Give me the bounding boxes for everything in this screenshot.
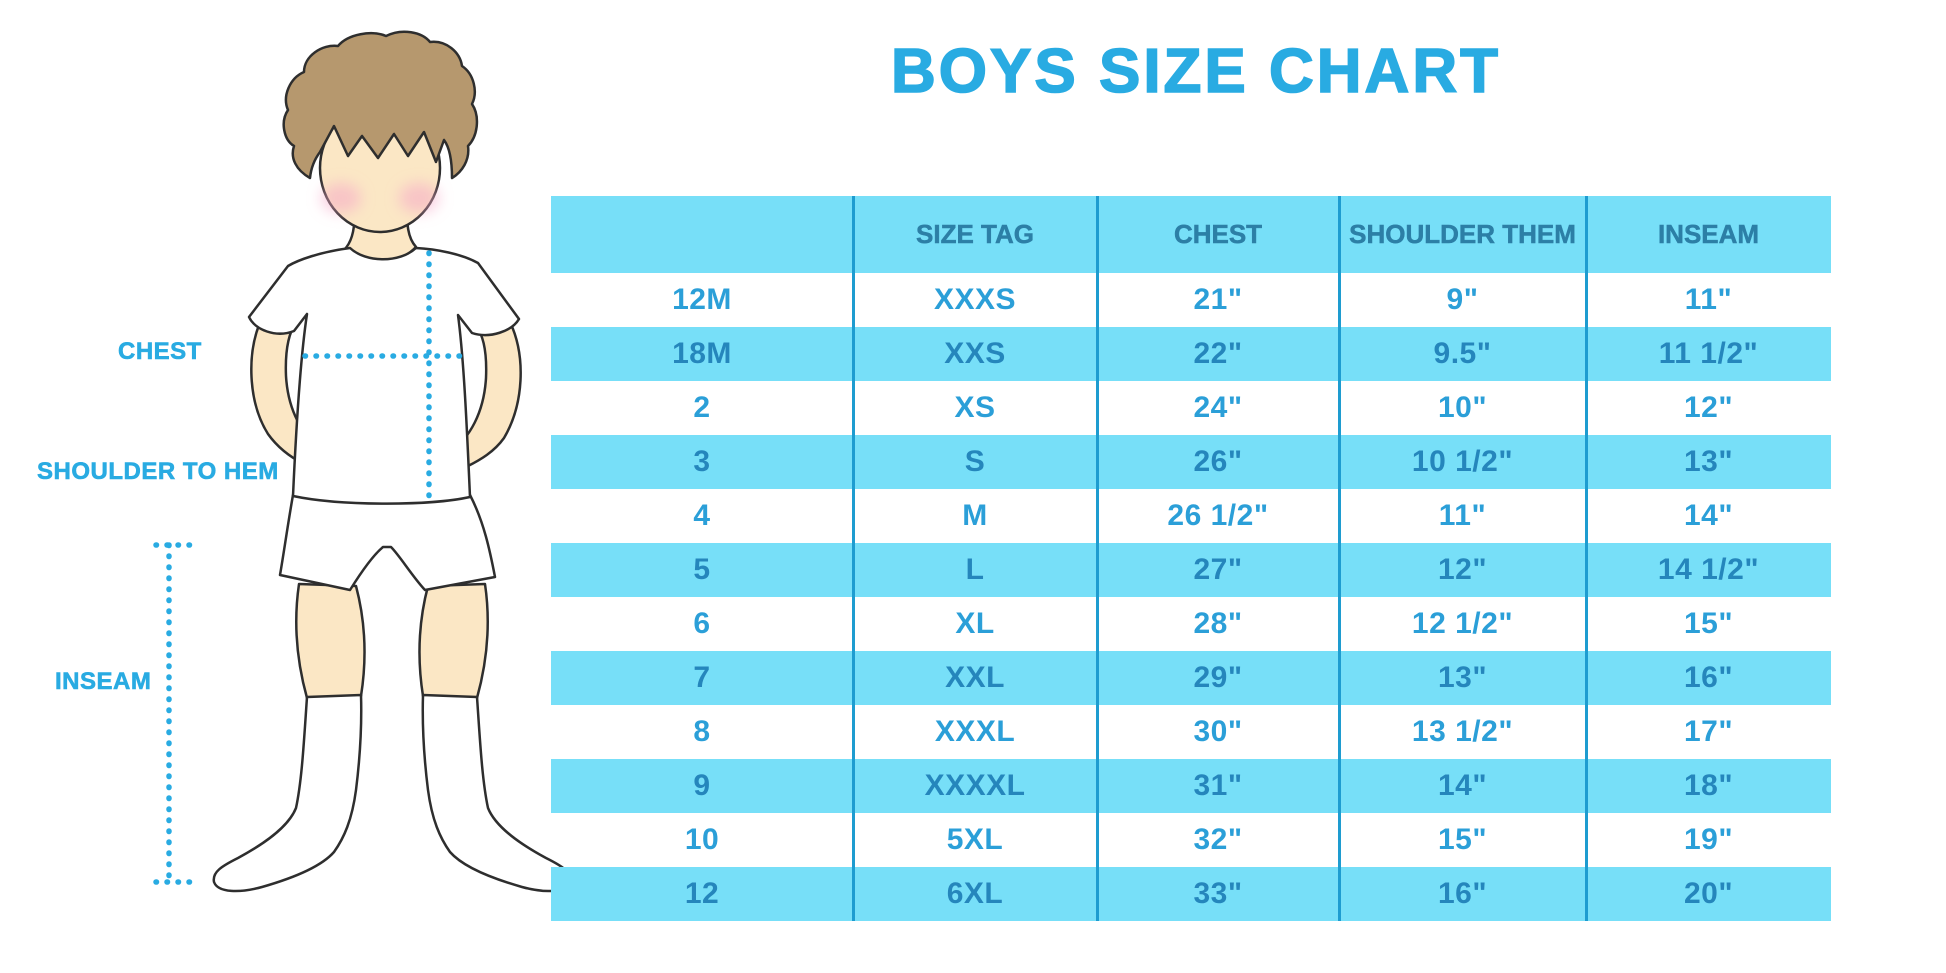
table-cell-shoulder-them: 9" (1446, 283, 1479, 316)
table-cell-age: 3 (693, 445, 711, 478)
table-cell-inseam: 11" (1684, 283, 1733, 316)
table-cell-inseam: 20" (1683, 877, 1734, 910)
table-row: 3 S 26" 10 1/2" 13" (551, 435, 1831, 489)
table-cell-inseam: 17" (1683, 715, 1734, 748)
table-cell-shoulder-them: 16" (1437, 877, 1488, 910)
table-row: 2 XS 24" 10" 12" (551, 381, 1831, 435)
boy-right-sock (421, 693, 572, 893)
table-cell-inseam: 18" (1683, 769, 1734, 802)
table-header-row: SIZE TAG CHEST SHOULDER THEM INSEAM (551, 196, 1831, 273)
table-cell-inseam: 13" (1683, 445, 1734, 478)
table-cell-inseam: 12" (1683, 391, 1734, 424)
table-cell-shoulder-them: 10" (1437, 391, 1488, 424)
table-cell-size-tag: XXS (944, 337, 1006, 370)
table-cell-inseam: 14 1/2" (1657, 553, 1760, 586)
column-header-shoulder-them: SHOULDER THEM (1349, 219, 1576, 250)
boy-shorts (278, 493, 497, 592)
table-cell-inseam: 19" (1683, 823, 1734, 856)
table-cell-shoulder-them: 13" (1437, 661, 1488, 694)
inseam-label: INSEAM (55, 668, 152, 696)
table-cell-chest: 26" (1193, 445, 1243, 478)
table-cell-chest: 26 1/2" (1167, 499, 1269, 532)
table-row: 8 XXXL 30" 13 1/2" 17" (551, 705, 1831, 759)
boy-right-cheek (399, 183, 439, 213)
table-cell-age: 12M (672, 283, 732, 316)
table-cell-age: 12 (684, 877, 720, 910)
boy-left-leg (294, 582, 366, 700)
table-cell-inseam: 16" (1683, 661, 1734, 694)
table-cell-shoulder-them: 15" (1437, 823, 1488, 856)
table-cell-chest: 29" (1193, 661, 1243, 694)
table-cell-inseam: 15" (1683, 607, 1734, 640)
table-cell-size-tag: XXL (945, 661, 1005, 694)
table-cell-age: 4 (693, 499, 711, 532)
column-header-size-tag: SIZE TAG (916, 219, 1034, 250)
table-cell-age: 2 (693, 391, 711, 424)
table-cell-size-tag: XL (955, 607, 995, 640)
column-header-inseam: INSEAM (1657, 219, 1760, 250)
table-row: 12 6XL 33" 16" 20" (551, 867, 1831, 921)
page-title: BOYS SIZE CHART (890, 36, 1501, 107)
table-row: 6 XL 28" 12 1/2" 15" (551, 597, 1831, 651)
column-divider (1096, 196, 1099, 921)
shoulder-to-hem-label: SHOULDER TO HEM (37, 458, 279, 486)
table-cell-inseam: 11 1/2" (1658, 337, 1759, 370)
table-cell-chest: 33" (1193, 877, 1243, 910)
table-cell-age: 9 (693, 769, 711, 802)
boy-hair (282, 30, 479, 180)
table-cell-age: 8 (693, 715, 711, 748)
boy-right-leg (418, 582, 490, 700)
table-cell-shoulder-them: 12" (1437, 553, 1488, 586)
table-cell-inseam: 14" (1683, 499, 1734, 532)
column-divider (1585, 196, 1588, 921)
chest-label: CHEST (118, 338, 202, 366)
boy-left-sock (212, 693, 363, 893)
table-row: 9 XXXXL 31" 14" 18" (551, 759, 1831, 813)
table-cell-size-tag: M (962, 499, 988, 532)
boy-left-cheek (321, 183, 361, 213)
table-row: 18M XXS 22" 9.5" 11 1/2" (551, 327, 1831, 381)
table-cell-age: 7 (693, 661, 711, 694)
table-cell-shoulder-them: 10 1/2" (1411, 445, 1514, 478)
table-cell-shoulder-them: 12 1/2" (1411, 607, 1514, 640)
boy-shirt (247, 246, 521, 505)
table-cell-chest: 22" (1193, 337, 1243, 370)
size-table-body: 12M XXXS 21" 9" 11" 18M XXS 22" 9.5" 11 … (551, 273, 1831, 921)
table-row: 10 5XL 32" 15" 19" (551, 813, 1831, 867)
table-cell-size-tag: XXXL (934, 715, 1016, 748)
table-cell-size-tag: XS (954, 391, 996, 424)
column-divider (852, 196, 855, 921)
table-cell-age: 5 (693, 553, 711, 586)
table-row: 7 XXL 29" 13" 16" (551, 651, 1831, 705)
column-divider (1338, 196, 1341, 921)
table-cell-chest: 31" (1193, 769, 1243, 802)
size-table: SIZE TAG CHEST SHOULDER THEM INSEAM 12M … (551, 196, 1831, 921)
table-cell-size-tag: L (965, 553, 985, 586)
column-header-age (551, 196, 853, 273)
table-cell-size-tag: 6XL (946, 877, 1004, 910)
table-cell-size-tag: 5XL (946, 823, 1004, 856)
table-cell-shoulder-them: 13 1/2" (1411, 715, 1514, 748)
table-cell-size-tag: XXXS (933, 283, 1017, 316)
table-cell-chest: 30" (1193, 715, 1243, 748)
table-cell-age: 6 (693, 607, 711, 640)
table-cell-shoulder-them: 14" (1437, 769, 1488, 802)
table-cell-chest: 27" (1193, 553, 1243, 586)
table-cell-chest: 21" (1193, 283, 1243, 316)
table-cell-chest: 28" (1193, 607, 1243, 640)
table-cell-size-tag: XXXXL (924, 769, 1026, 802)
table-cell-shoulder-them: 11" (1438, 499, 1487, 532)
table-cell-age: 10 (684, 823, 720, 856)
table-row: 12M XXXS 21" 9" 11" (551, 273, 1831, 327)
table-cell-size-tag: S (964, 445, 986, 478)
table-cell-shoulder-them: 9.5" (1433, 337, 1492, 370)
column-header-chest: CHEST (1173, 219, 1263, 250)
table-cell-age: 18M (672, 337, 732, 370)
boy-measurement-diagram (153, 30, 572, 893)
table-row: 4 M 26 1/2" 11" 14" (551, 489, 1831, 543)
table-cell-chest: 32" (1193, 823, 1243, 856)
table-row: 5 L 27" 12" 14 1/2" (551, 543, 1831, 597)
table-cell-chest: 24" (1193, 391, 1243, 424)
